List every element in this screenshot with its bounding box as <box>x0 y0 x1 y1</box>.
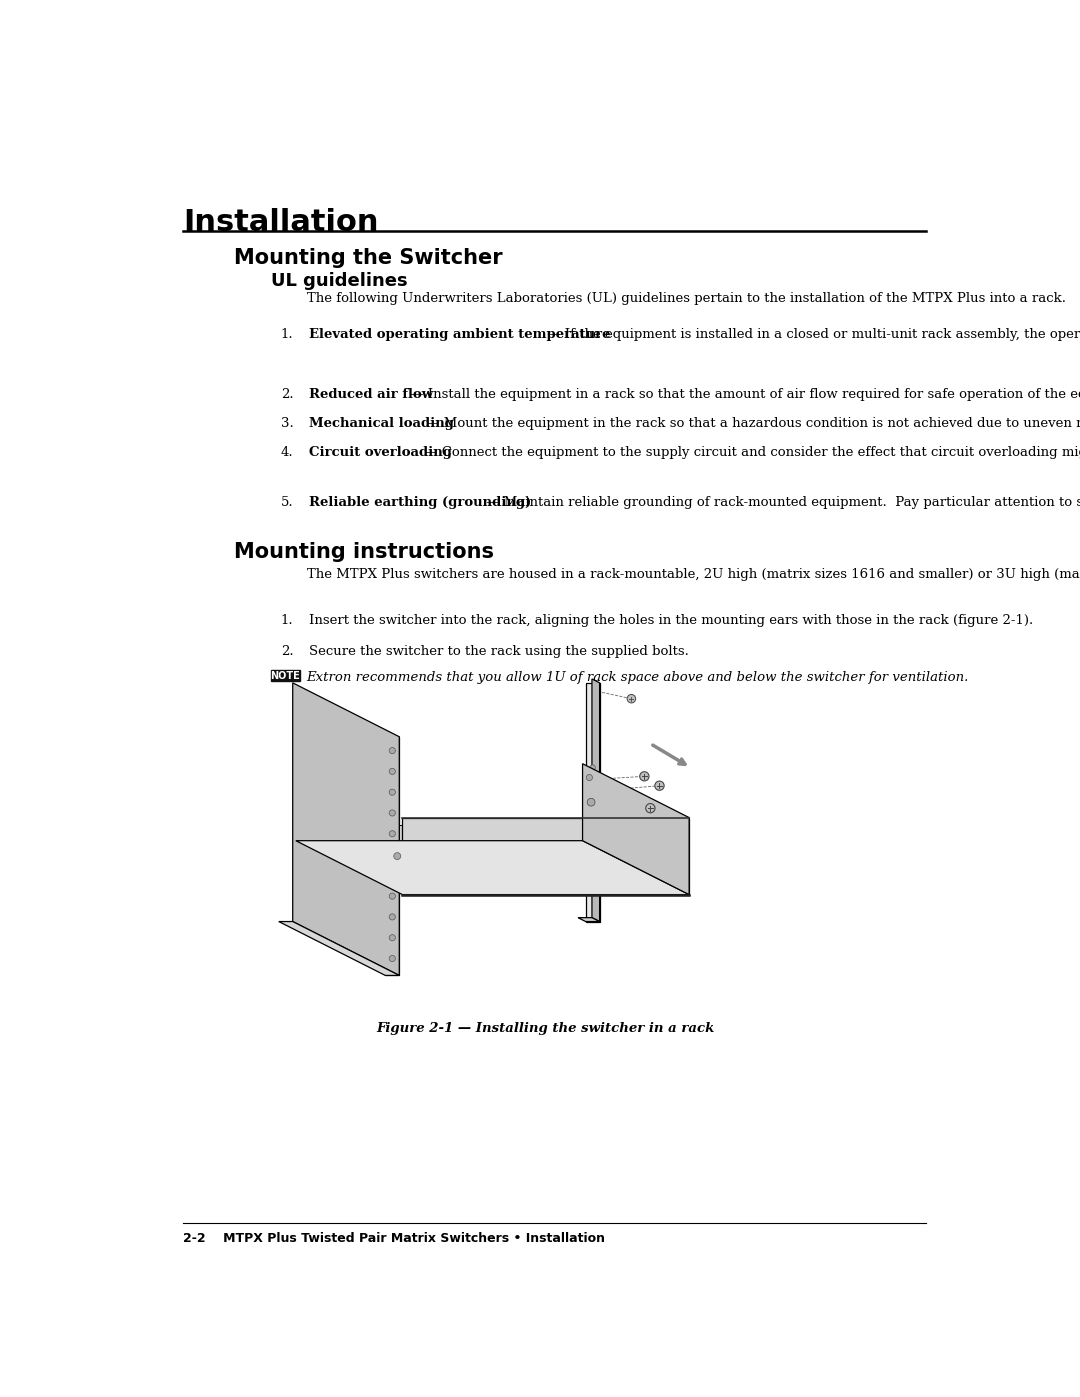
Text: 4.: 4. <box>281 447 294 460</box>
Polygon shape <box>386 736 400 975</box>
Polygon shape <box>582 764 689 894</box>
Circle shape <box>590 788 595 793</box>
Text: NOTE: NOTE <box>270 671 300 680</box>
Text: Mechanical loading: Mechanical loading <box>309 416 455 430</box>
Text: Reliable earthing (grounding): Reliable earthing (grounding) <box>309 496 531 509</box>
Text: Extron recommends that you allow 1U of rack space above and below the switcher f: Extron recommends that you allow 1U of r… <box>307 671 969 683</box>
Polygon shape <box>403 817 689 894</box>
FancyBboxPatch shape <box>271 669 300 682</box>
Circle shape <box>639 771 649 781</box>
Text: Reduced air flow: Reduced air flow <box>309 387 433 401</box>
Polygon shape <box>578 918 599 922</box>
Text: — Install the equipment in a rack so that the amount of air flow required for sa: — Install the equipment in a rack so tha… <box>406 387 1080 401</box>
Circle shape <box>389 893 395 900</box>
Circle shape <box>586 774 593 781</box>
Circle shape <box>389 872 395 879</box>
Text: — Connect the equipment to the supply circuit and consider the effect that circu: — Connect the equipment to the supply ci… <box>420 447 1080 460</box>
Circle shape <box>646 803 656 813</box>
Polygon shape <box>296 841 689 894</box>
Polygon shape <box>592 679 599 922</box>
Polygon shape <box>585 683 599 922</box>
Text: — Mount the equipment in the rack so that a hazardous condition is not achieved : — Mount the equipment in the rack so tha… <box>421 416 1080 430</box>
Circle shape <box>588 798 595 806</box>
Text: Installation: Installation <box>183 208 379 236</box>
Circle shape <box>654 781 664 791</box>
Polygon shape <box>279 922 400 975</box>
Text: 1.: 1. <box>281 615 294 627</box>
Circle shape <box>590 834 595 840</box>
Text: Figure 2-1 — Installing the switcher in a rack: Figure 2-1 — Installing the switcher in … <box>377 1021 715 1035</box>
Circle shape <box>389 789 395 795</box>
Text: — If the equipment is installed in a closed or multi-unit rack assembly, the ope: — If the equipment is installed in a clo… <box>543 328 1080 341</box>
Circle shape <box>590 812 595 816</box>
Polygon shape <box>582 771 585 833</box>
Text: 2.: 2. <box>281 387 294 401</box>
Text: Elevated operating ambient temperature: Elevated operating ambient temperature <box>309 328 611 341</box>
Text: The MTPX Plus switchers are housed in a rack-mountable, 2U high (matrix sizes 16: The MTPX Plus switchers are housed in a … <box>307 567 1080 581</box>
Text: UL guidelines: UL guidelines <box>271 272 407 291</box>
Circle shape <box>590 764 595 770</box>
Circle shape <box>389 956 395 961</box>
Circle shape <box>627 694 636 703</box>
Circle shape <box>389 810 395 816</box>
Circle shape <box>389 768 395 774</box>
Text: 5.: 5. <box>281 496 294 509</box>
Polygon shape <box>400 826 403 887</box>
Text: Mounting instructions: Mounting instructions <box>234 542 495 562</box>
Text: The following Underwriters Laboratories (UL) guidelines pertain to the installat: The following Underwriters Laboratories … <box>307 292 1066 306</box>
Text: 2.: 2. <box>281 645 294 658</box>
Text: Insert the switcher into the rack, aligning the holes in the mounting ears with : Insert the switcher into the rack, align… <box>309 615 1034 627</box>
Text: Secure the switcher to the rack using the supplied bolts.: Secure the switcher to the rack using th… <box>309 645 689 658</box>
Circle shape <box>394 852 401 859</box>
Text: Circuit overloading: Circuit overloading <box>309 447 453 460</box>
Text: 3.: 3. <box>281 416 294 430</box>
Polygon shape <box>293 683 400 975</box>
Circle shape <box>389 935 395 940</box>
Text: 1.: 1. <box>281 328 294 341</box>
Circle shape <box>389 831 395 837</box>
Circle shape <box>389 914 395 921</box>
Circle shape <box>389 851 395 858</box>
Circle shape <box>389 747 395 753</box>
Text: 2-2    MTPX Plus Twisted Pair Matrix Switchers • Installation: 2-2 MTPX Plus Twisted Pair Matrix Switch… <box>183 1232 605 1245</box>
Text: — Maintain reliable grounding of rack-mounted equipment.  Pay particular attenti: — Maintain reliable grounding of rack-mo… <box>482 496 1080 509</box>
Text: Mounting the Switcher: Mounting the Switcher <box>234 249 503 268</box>
